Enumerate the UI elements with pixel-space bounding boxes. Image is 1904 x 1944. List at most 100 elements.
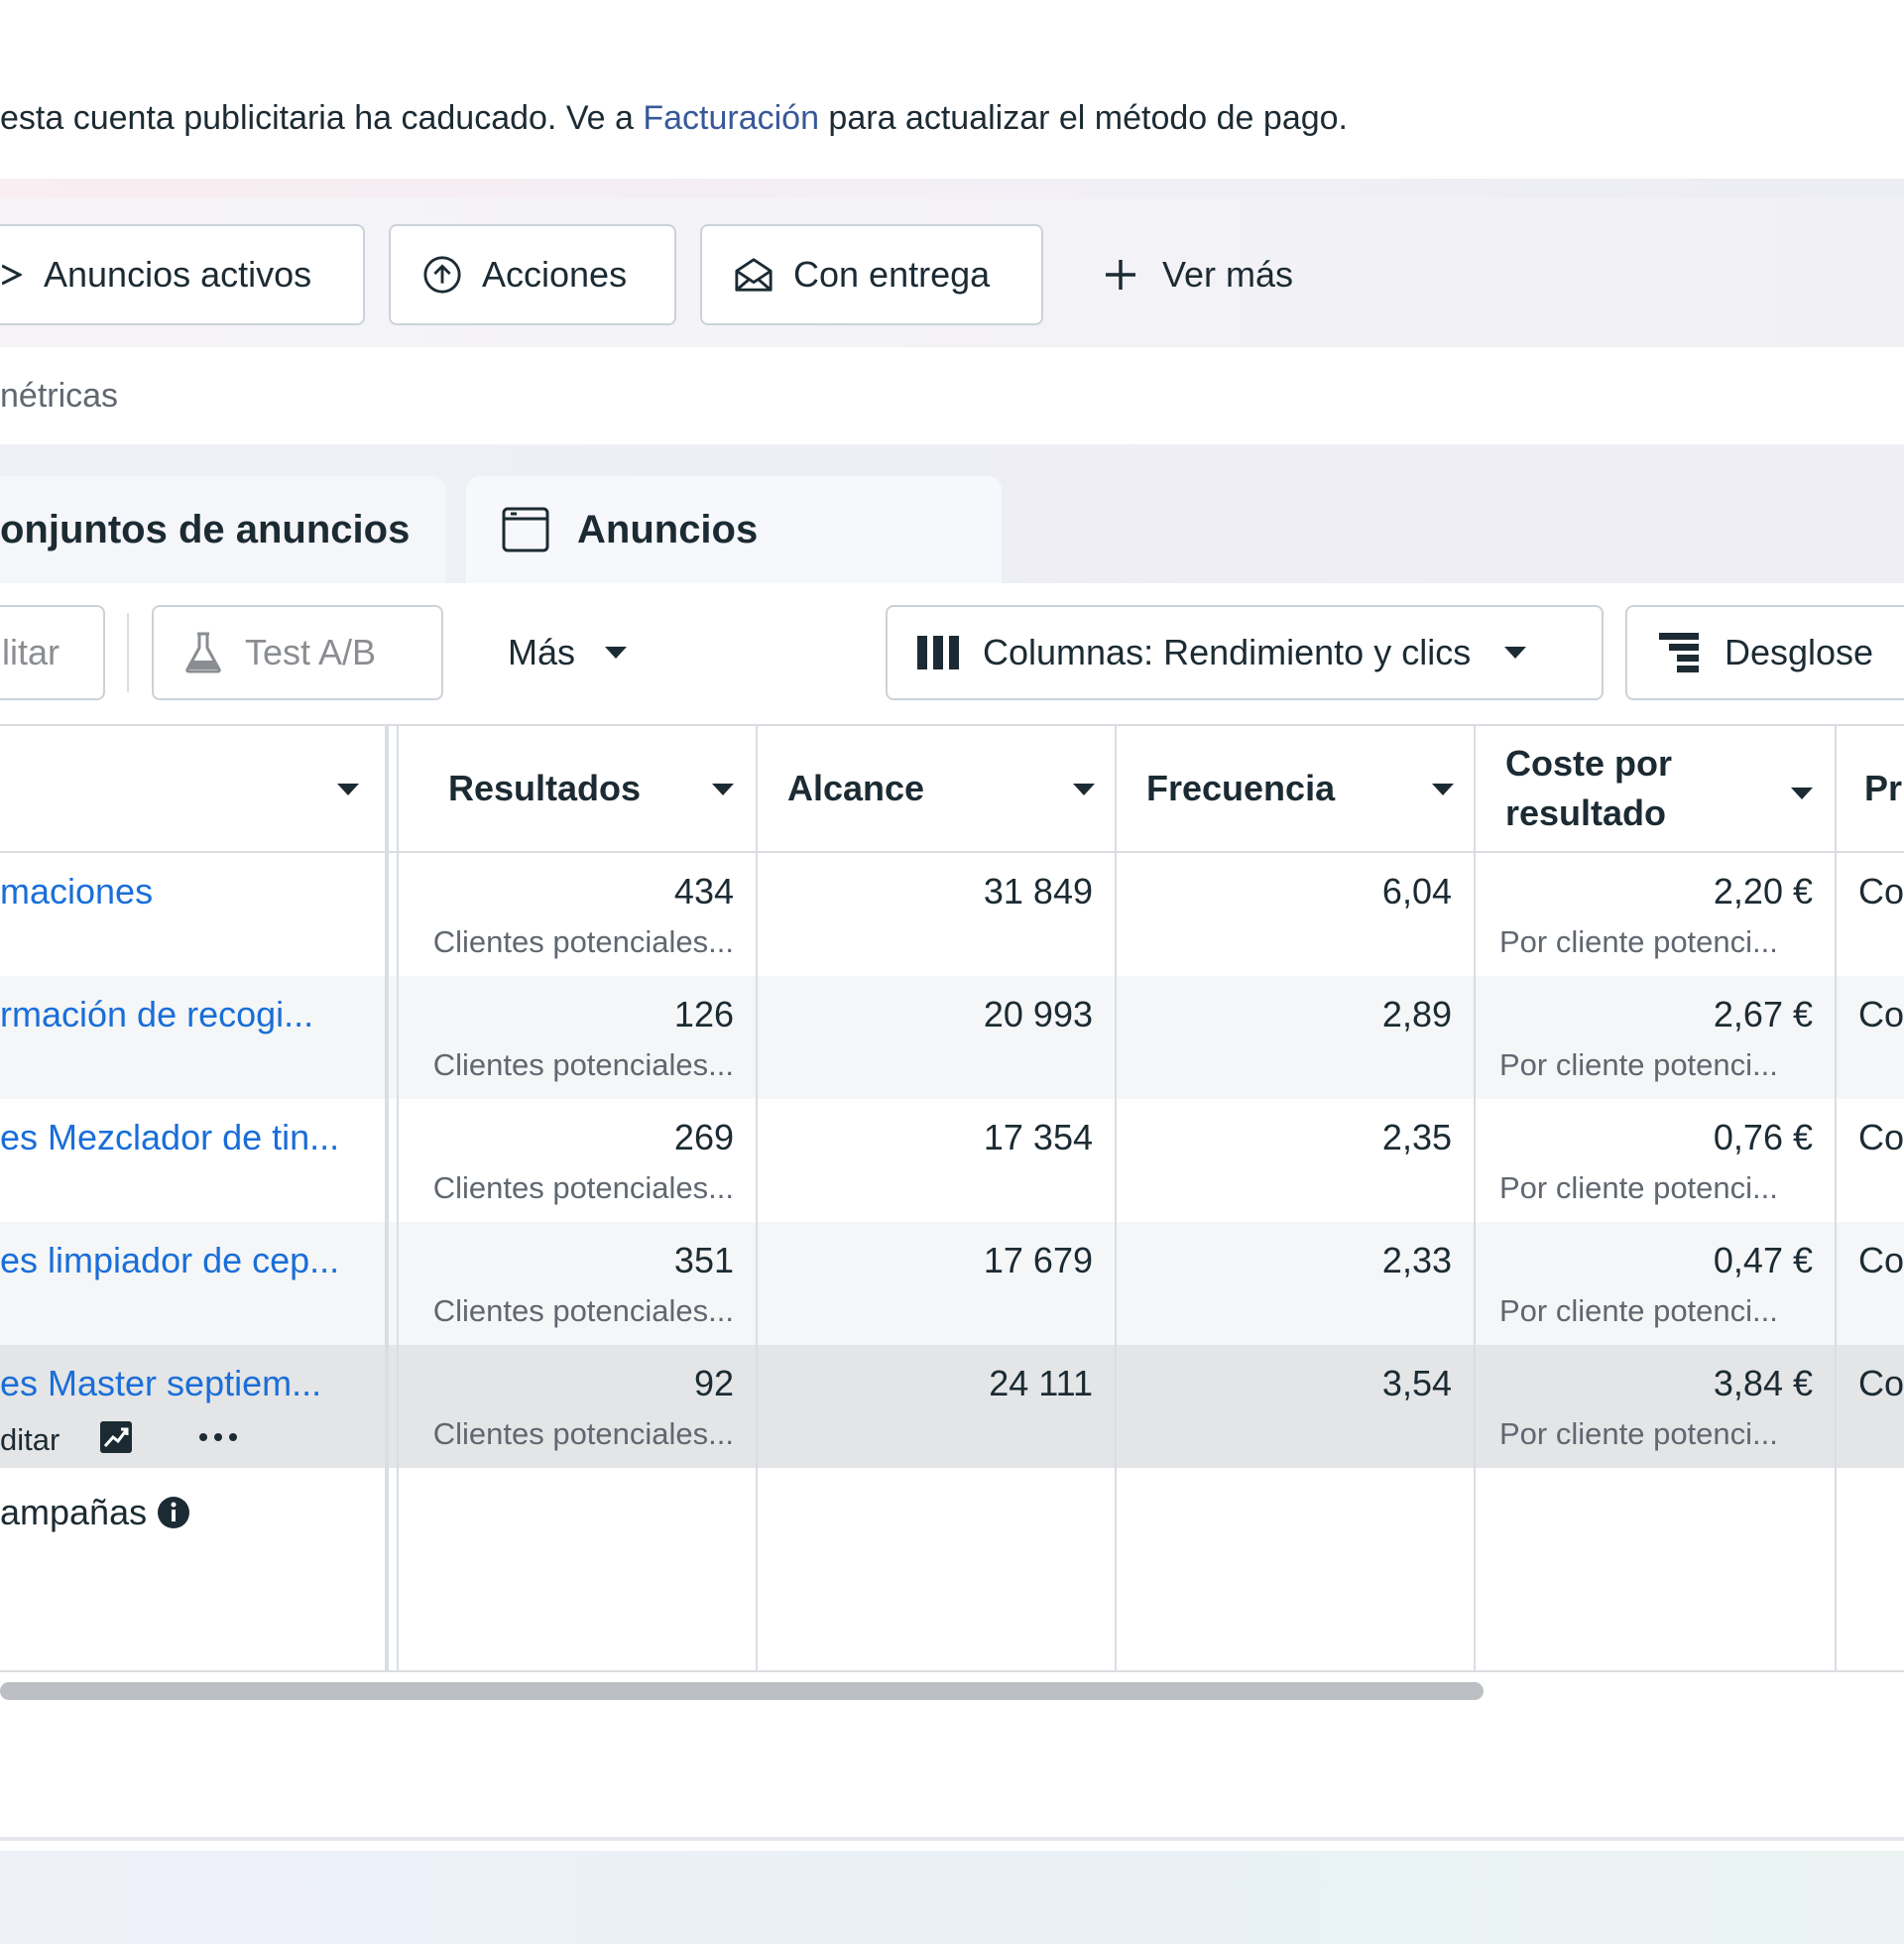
billing-banner: esta cuenta publicitaria ha caducado. Ve… (0, 0, 1904, 183)
upload-circle-icon (422, 255, 462, 295)
banner-text-before: esta cuenta publicitaria ha caducado. Ve… (0, 99, 644, 137)
summary-row-label: ampañas (0, 1492, 190, 1533)
ad-name-link[interactable]: es Mezclador de tin... (0, 1117, 340, 1157)
filter-actions[interactable]: Acciones (389, 224, 676, 325)
partial-column-value: Co (1858, 1117, 1904, 1157)
ad-name-link[interactable]: rmación de recogi... (0, 994, 314, 1034)
row-edit-button[interactable]: ditar (0, 1422, 60, 1457)
cost-per-result-value: 2,20 € (1713, 871, 1813, 911)
table-row[interactable]: rmación de recogi... 126 Clientes potencia… (0, 976, 1904, 1099)
ad-frame-icon (502, 507, 549, 552)
footer-divider (0, 1837, 1904, 1841)
breakdown-dropdown[interactable]: Desglose (1625, 605, 1904, 700)
send-icon (2, 255, 22, 295)
results-value: 92 (693, 1363, 734, 1403)
billing-link[interactable]: Facturación (643, 99, 819, 137)
chevron-down-icon (1504, 647, 1527, 659)
partial-column-value: Co (1858, 994, 1904, 1034)
reach-value: 17 679 (983, 1240, 1093, 1280)
column-header-partial[interactable]: Pr (1837, 724, 1904, 853)
columns-dropdown[interactable]: Columnas: Rendimiento y clics (886, 605, 1604, 700)
table-row[interactable]: es Mezclador de tin... 269 Clientes potenc… (0, 1099, 1904, 1222)
frequency-value: 3,54 (1381, 1363, 1452, 1403)
tab-ads-label: Anuncios (577, 507, 759, 551)
cost-per-result-type: Por cliente potenci... (1499, 1170, 1778, 1205)
column-divider (1115, 724, 1117, 1672)
ad-name-link[interactable]: es limpiador de cep... (0, 1240, 340, 1280)
tab-ads[interactable]: Anuncios (466, 476, 1002, 583)
chevron-down-icon (1073, 784, 1095, 795)
table-toolbar: litar Test A/B Más Columnas: Rendimiento… (0, 583, 1904, 724)
edit-button-label: litar (2, 632, 60, 672)
cost-header-line-2: resultado (1505, 792, 1667, 833)
info-icon[interactable] (157, 1496, 190, 1529)
horizontal-scrollbar[interactable] (0, 1682, 1904, 1700)
columns-label: Columnas: Rendimiento y clics (983, 632, 1472, 672)
frequency-value: 2,35 (1381, 1117, 1452, 1157)
results-value: 351 (673, 1240, 734, 1280)
filter-delivered-label: Con entrega (793, 254, 991, 295)
filter-delivered[interactable]: Con entrega (700, 224, 1043, 325)
chevron-down-icon (337, 784, 359, 795)
filter-active-ads[interactable]: Anuncios activos (0, 224, 365, 325)
ab-test-button[interactable]: Test A/B (152, 605, 443, 700)
summary-label: ampañas (0, 1492, 148, 1532)
breakdown-label: Desglose (1725, 632, 1874, 672)
cost-per-result-type: Por cliente potenci... (1499, 1416, 1778, 1451)
edit-button[interactable]: litar (0, 605, 105, 700)
level-tabs: onjuntos de anuncios Anuncios (0, 444, 1904, 583)
chart-icon[interactable] (99, 1420, 133, 1459)
cost-header-line-1: Coste por (1505, 743, 1673, 784)
ellipsis-icon[interactable] (198, 1430, 238, 1448)
see-more-label: Ver más (1162, 254, 1294, 295)
table-row[interactable]: es limpiador de cep... 351 Clientes potenc… (0, 1222, 1904, 1345)
cost-per-result-type: Por cliente potenci... (1499, 1293, 1778, 1328)
frozen-column-divider (385, 724, 389, 1672)
column-header-reach-label: Alcance (787, 768, 925, 808)
column-header-frequency-label: Frecuencia (1146, 768, 1336, 808)
column-header-reach[interactable]: Alcance (758, 724, 1117, 853)
more-actions-dropdown[interactable]: Más (508, 605, 628, 700)
column-header-name[interactable] (0, 724, 385, 853)
cost-per-result-type: Por cliente potenci... (1499, 924, 1778, 959)
results-type: Clientes potenciales... (432, 924, 734, 959)
see-more-filters-button[interactable]: Ver más (1101, 224, 1293, 325)
scrollbar-thumb[interactable] (0, 1682, 1484, 1700)
column-divider (756, 724, 758, 1672)
ad-name-link[interactable]: es Master septiem... (0, 1363, 322, 1403)
column-divider (1835, 724, 1837, 1672)
frequency-value: 6,04 (1381, 871, 1452, 911)
results-type: Clientes potenciales... (432, 1170, 734, 1205)
cost-per-result-value: 2,67 € (1713, 994, 1813, 1034)
footer-area (0, 1851, 1904, 1944)
column-header-results[interactable]: Resultados (399, 724, 756, 853)
column-header-cost-per-result[interactable]: Coste por resultado (1476, 724, 1835, 853)
ad-name-link[interactable]: maciones (0, 871, 154, 911)
tab-ad-sets[interactable]: onjuntos de anuncios (0, 476, 446, 583)
column-header-partial-label: Pr (1864, 768, 1903, 808)
chevron-down-icon (605, 647, 628, 659)
table-row[interactable]: es Master septiem... ditar 92 Clientes pote… (0, 1345, 1904, 1468)
table-top-border (0, 724, 1904, 726)
table-row[interactable]: maciones 434 Clientes potenciales... 31 849… (0, 853, 1904, 976)
cost-per-result-type: Por cliente potenci... (1499, 1047, 1778, 1082)
results-type: Clientes potenciales... (432, 1047, 734, 1082)
envelope-icon (734, 255, 774, 295)
column-divider (1474, 724, 1476, 1672)
frequency-value: 2,33 (1381, 1240, 1452, 1280)
banner-text-after: para actualizar el método de pago. (818, 99, 1348, 137)
ads-table: Resultados Alcance Frecuencia Coste por r… (0, 724, 1904, 1672)
ab-test-label: Test A/B (245, 632, 377, 672)
frequency-value: 2,89 (1381, 994, 1452, 1034)
partial-column-value: Co (1858, 1240, 1904, 1280)
billing-banner-text: esta cuenta publicitaria ha caducado. Ve… (0, 99, 1348, 138)
column-divider (397, 724, 399, 1672)
column-header-frequency[interactable]: Frecuencia (1117, 724, 1476, 853)
reach-value: 31 849 (983, 871, 1093, 911)
partial-column-value: Co (1858, 871, 1904, 911)
metrics-label[interactable]: nétricas (0, 377, 119, 415)
results-value: 434 (673, 871, 734, 911)
results-value: 126 (673, 994, 734, 1034)
toolbar-divider (127, 613, 129, 692)
chevron-down-icon (712, 784, 734, 795)
